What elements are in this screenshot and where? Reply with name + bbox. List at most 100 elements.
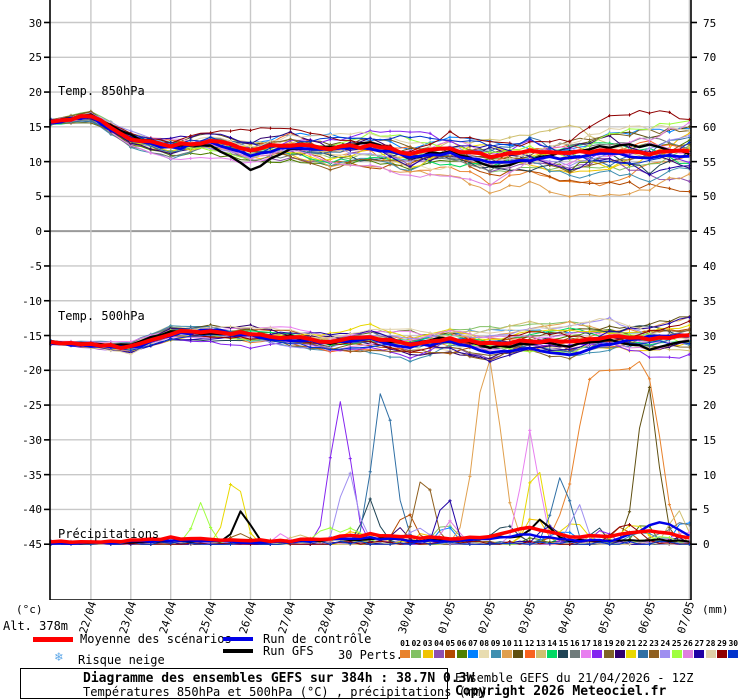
pert-number-label: 01 [400, 639, 410, 648]
pert-number-label: 11 [513, 639, 523, 648]
y-left-tick-label: 15 [28, 120, 42, 134]
x-date-label: 04/05 [555, 599, 578, 636]
pert-color-swatch [467, 650, 478, 658]
pert-color-swatch [547, 650, 558, 658]
pert-number-label: 02 [411, 639, 422, 648]
x-date-label: 05/05 [595, 599, 618, 636]
control-legend-label: Run de contrôle [263, 632, 372, 646]
diagram-subtitle: Températures 850hPa et 500hPa (°C) , pré… [83, 685, 488, 699]
y-right-tick-label: 75 [703, 16, 717, 30]
pert-color-swatch [433, 650, 444, 658]
y-left-tick-label: 5 [35, 190, 42, 204]
pert-color-swatch [490, 650, 501, 658]
y-left-tick-label: -25 [22, 399, 42, 413]
y-left-tick-label: -10 [22, 294, 42, 308]
x-date-label: 01/05 [435, 599, 459, 636]
y-right-tick-label: 15 [703, 433, 717, 447]
right-axis-unit: (mm) [702, 603, 729, 616]
control-line-swatch [223, 637, 253, 641]
pert-color-swatch [479, 650, 490, 658]
pert-color-swatch [683, 650, 693, 658]
pert-color-swatch [524, 650, 535, 658]
pert-color-swatch [592, 650, 603, 658]
pert-number-label: 13 [536, 639, 546, 648]
pert-number-label: 15 [558, 639, 569, 648]
perts-count-label: 30 Perts. [338, 648, 404, 662]
snow-risk-label: Risque neige [78, 653, 165, 667]
pert-color-swatch [716, 650, 727, 658]
pert-number-label: 29 [717, 639, 727, 648]
pert-number-label: 18 [592, 639, 603, 648]
pert-color-swatch [637, 650, 648, 658]
copyright-label: Copyright 2026 Meteociel.fr [455, 684, 667, 699]
diagram-title-box: Diagramme des ensembles GEFS sur 384h : … [20, 668, 488, 699]
pert-number-label: 27 [694, 639, 705, 648]
pert-color-swatch [705, 650, 716, 658]
y-right-tick-label: 45 [703, 225, 717, 239]
pert-number-label: 12 [524, 639, 535, 648]
y-right-tick-label: 0 [703, 538, 710, 552]
y-left-tick-label: -45 [22, 538, 42, 552]
pert-color-swatch [615, 650, 626, 658]
x-date-label: 23/04 [116, 599, 140, 636]
x-date-label: 06/05 [635, 599, 658, 636]
pert-number-label: 26 [683, 639, 693, 648]
pert-color-swatch [569, 650, 580, 658]
pert-color-swatch [558, 650, 569, 658]
pert-number-label: 25 [671, 639, 682, 648]
y-right-tick-label: 50 [703, 190, 717, 204]
y-left-tick-label: 25 [28, 51, 42, 65]
y-right-tick-label: 55 [703, 155, 717, 169]
run-info-label: Ensemble GEFS du 21/04/2026 - 12Z [455, 671, 694, 685]
pert-number-label: 24 [660, 639, 671, 648]
pert-number-label: 08 [479, 639, 490, 648]
y-right-tick-label: 5 [703, 503, 710, 517]
pert-number-label: 30 [728, 639, 739, 648]
mean-line-swatch [33, 637, 73, 642]
pert-number-label: 09 [490, 639, 501, 648]
x-date-label: 02/05 [475, 599, 499, 636]
x-date-label: 29/04 [355, 599, 379, 636]
left-axis-unit: (°c) [16, 603, 43, 616]
y-right-tick-label: 35 [703, 294, 717, 308]
x-date-label: 25/04 [196, 599, 219, 636]
y-left-tick-label: -30 [22, 433, 42, 447]
y-left-tick-label: 10 [28, 155, 42, 169]
y-left-tick-label: 30 [28, 16, 42, 30]
pert-color-swatch [581, 650, 592, 658]
pert-number-label: 04 [434, 639, 444, 648]
y-right-tick-label: 20 [703, 399, 717, 413]
pert-number-label: 03 [422, 639, 433, 648]
pert-number-label: 21 [626, 639, 637, 648]
pert-color-swatch [411, 650, 422, 658]
y-left-tick-label: -35 [22, 468, 42, 482]
pert-number-label: 23 [649, 639, 659, 648]
pert-color-swatch [501, 650, 512, 658]
pert-color-swatch [626, 650, 637, 658]
x-date-label: 03/05 [515, 599, 539, 636]
pert-color-swatch [660, 650, 671, 658]
pert-color-swatch [535, 650, 546, 658]
pert-color-swatch [422, 650, 433, 658]
x-date-label: 28/04 [315, 599, 339, 636]
snowflake-icon: ❄ [55, 650, 63, 665]
pert-number-label: 10 [502, 639, 512, 648]
pert-color-swatch [400, 650, 410, 658]
y-left-tick-label: 20 [28, 86, 42, 100]
mean-legend-label: Moyenne des scénarios [80, 632, 232, 646]
pert-number-label: 14 [547, 639, 557, 648]
pert-color-swatch [445, 650, 456, 658]
panel-label-850hpa: Temp. 850hPa [58, 84, 145, 98]
pert-color-swatch [671, 650, 682, 658]
pert-number-label: 16 [569, 639, 580, 648]
y-left-tick-label: -40 [22, 503, 42, 517]
diagram-title: Diagramme des ensembles GEFS sur 384h : … [83, 671, 475, 686]
gfs-legend-label: Run GFS [263, 644, 314, 658]
pert-number-label: 07 [468, 639, 478, 648]
y-left-tick-label: 0 [35, 225, 42, 239]
x-date-label: 27/04 [276, 599, 299, 636]
pert-color-swatch [649, 650, 660, 658]
x-date-label: 24/04 [156, 599, 179, 636]
pert-color-swatch [603, 650, 614, 658]
